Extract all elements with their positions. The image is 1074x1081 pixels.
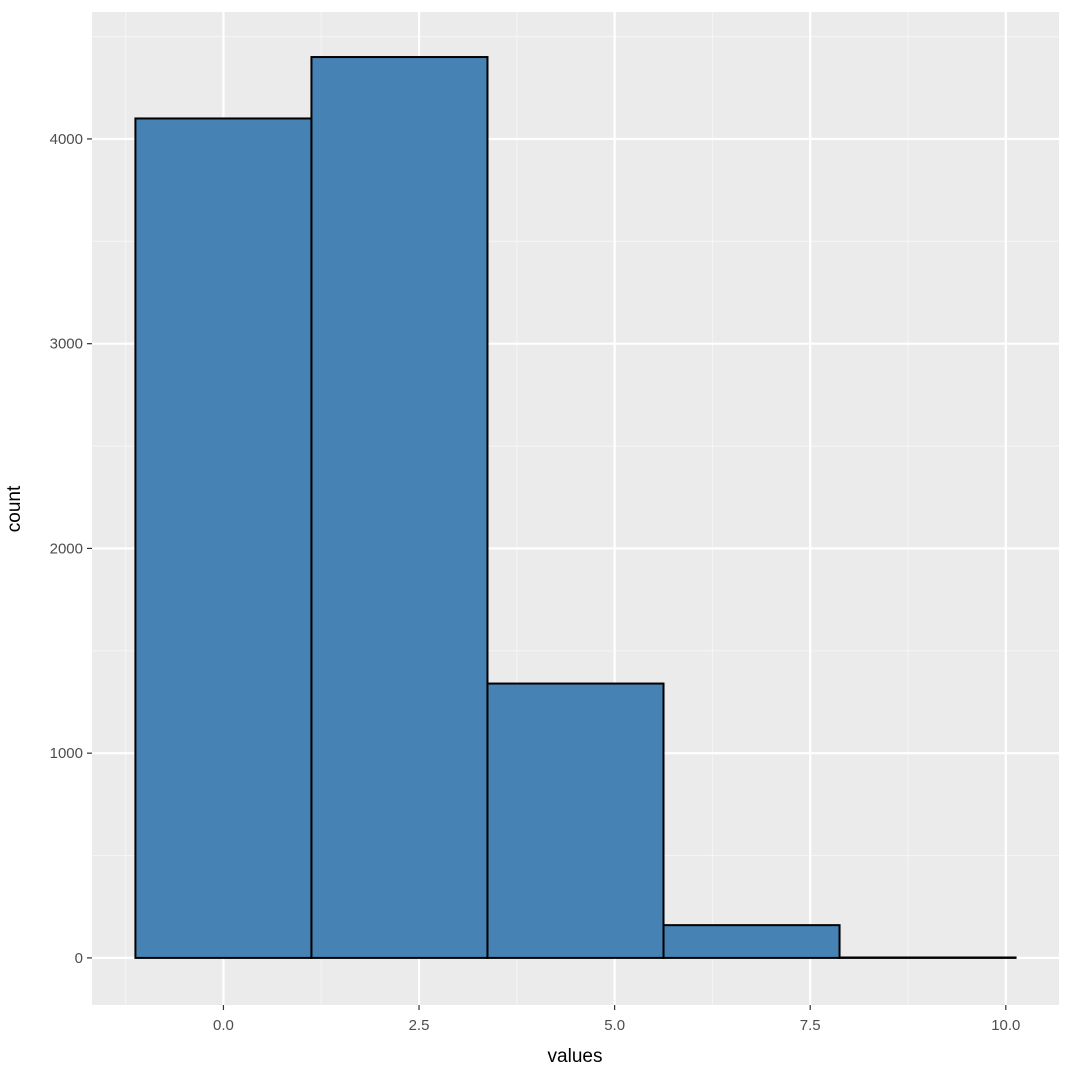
x-tick-label: 2.5 bbox=[409, 1017, 430, 1034]
y-tick-label: 1000 bbox=[50, 745, 83, 762]
y-axis-ticks: 0 1000 2000 3000 4000 bbox=[50, 131, 92, 967]
x-axis-ticks: 0.0 2.5 5.0 7.5 10.0 bbox=[213, 1005, 1020, 1034]
histogram-bar bbox=[662, 924, 841, 959]
y-tick-label: 4000 bbox=[50, 131, 83, 148]
histogram-bar bbox=[486, 682, 665, 959]
histogram-bars bbox=[134, 56, 1017, 959]
x-tick-label: 0.0 bbox=[213, 1017, 234, 1034]
y-tick-label: 0 bbox=[75, 950, 83, 967]
histogram-bar bbox=[310, 56, 489, 959]
y-tick-label: 2000 bbox=[50, 540, 83, 557]
y-axis-title: count bbox=[4, 485, 25, 532]
y-tick-label: 3000 bbox=[50, 336, 83, 353]
x-tick-label: 5.0 bbox=[604, 1017, 625, 1034]
x-tick-label: 7.5 bbox=[800, 1017, 821, 1034]
x-axis-title: values bbox=[548, 1046, 603, 1067]
histogram-bar bbox=[134, 117, 313, 959]
x-tick-label: 10.0 bbox=[991, 1017, 1020, 1034]
